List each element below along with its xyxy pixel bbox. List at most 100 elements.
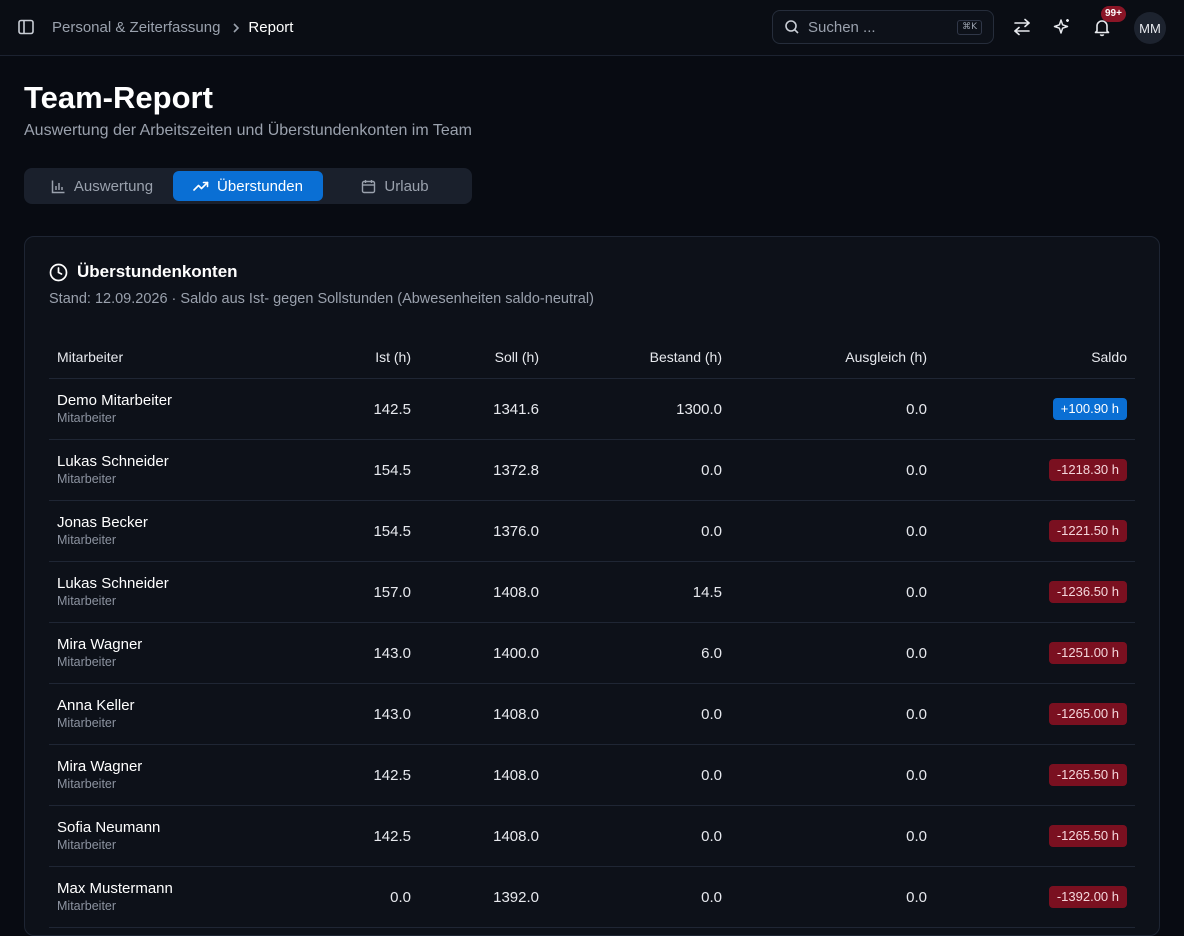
soll-cell: 1408.0 bbox=[411, 805, 539, 867]
soll-cell: 1341.6 bbox=[411, 378, 539, 440]
table-header-row: Mitarbeiter Ist (h) Soll (h) Bestand (h)… bbox=[49, 335, 1135, 379]
page-subtitle: Auswertung der Arbeitszeiten und Überstu… bbox=[24, 122, 472, 139]
saldo-cell: +100.90 h bbox=[927, 378, 1135, 440]
saldo-badge: -1265.50 h bbox=[1048, 825, 1127, 847]
table-row[interactable]: Anna Keller Mitarbeiter 143.0 1408.0 0.0 0.0-… bbox=[49, 683, 1135, 745]
saldo-cell: -1236.50 h bbox=[927, 561, 1135, 623]
table-row[interactable]: Mira Wagner Mitarbeiter 143.0 1400.0 6.0 0.0 -… bbox=[49, 622, 1135, 684]
employee-role: Mitarbeiter bbox=[57, 594, 117, 608]
table-row[interactable]: Mira Wagner Mitarbeiter 142.5 1408.0 0.0 0.0-… bbox=[49, 744, 1135, 806]
ausgleich-cell: 0.0 bbox=[722, 622, 927, 684]
column-header-name[interactable]: Mitarbeiter bbox=[49, 335, 279, 379]
employee-cell: Mira Wagner Mitarbeiter bbox=[49, 622, 279, 684]
column-header-bestand[interactable]: Bestand (h) bbox=[539, 335, 722, 379]
employee-role: Mitarbeiter bbox=[57, 899, 117, 913]
column-header-saldo[interactable]: Saldo bbox=[927, 335, 1135, 379]
chevron-right-icon bbox=[232, 22, 240, 34]
employee-name: Demo Mitarbeiter bbox=[57, 392, 173, 409]
breadcrumb: Personal & Zeiterfassung Report bbox=[52, 19, 293, 36]
bestand-cell: 0.0 bbox=[539, 805, 722, 867]
soll-cell: 1408.0 bbox=[411, 683, 539, 745]
ausgleich-cell: 0.0 bbox=[722, 561, 927, 623]
employee-name: Mira Wagner bbox=[57, 636, 143, 653]
employee-cell: Max Mustermann Mitarbeiter bbox=[49, 866, 279, 928]
column-header-soll[interactable]: Soll (h) bbox=[411, 335, 539, 379]
card-title-text: Überstundenkonten bbox=[77, 262, 238, 281]
employee-role: Mitarbeiter bbox=[57, 472, 117, 486]
search-box[interactable]: ⌘K bbox=[772, 10, 994, 44]
tab-label: Urlaub bbox=[384, 177, 429, 195]
swap-arrows-icon[interactable] bbox=[1012, 17, 1032, 37]
employee-role: Mitarbeiter bbox=[57, 838, 117, 852]
saldo-badge: -1236.50 h bbox=[1048, 581, 1127, 603]
tab-auswertung[interactable]: Auswertung bbox=[27, 171, 177, 201]
page-title: Team-Report bbox=[24, 80, 213, 115]
ausgleich-cell: 0.0 bbox=[722, 744, 927, 806]
ausgleich-cell: 0.0 bbox=[722, 683, 927, 745]
employee-role: Mitarbeiter bbox=[57, 411, 117, 425]
employee-name: Max Mustermann bbox=[57, 880, 173, 897]
search-icon bbox=[784, 19, 800, 35]
breadcrumb-parent-link[interactable]: Personal & Zeiterfassung bbox=[52, 19, 221, 36]
employee-cell: Demo Mitarbeiter Mitarbeiter bbox=[49, 378, 279, 440]
bestand-cell: 0.0 bbox=[539, 500, 722, 562]
employee-role: Mitarbeiter bbox=[57, 716, 117, 730]
employee-role: Mitarbeiter bbox=[57, 533, 117, 547]
employee-cell: Sofia Neumann Mitarbeiter bbox=[49, 805, 279, 867]
bestand-cell: 0.0 bbox=[539, 744, 722, 806]
bestand-cell: 14.5 bbox=[539, 561, 722, 623]
saldo-badge: +100.90 h bbox=[1052, 398, 1127, 420]
soll-cell: 1408.0 bbox=[411, 561, 539, 623]
table-row[interactable]: Demo Mitarbeiter Mitarbeiter 142.5 1341.6 13… bbox=[49, 378, 1135, 440]
table-row[interactable]: Sofia Neumann Mitarbeiter 142.5 1408.0 0.0 0.… bbox=[49, 805, 1135, 867]
bell-icon[interactable] bbox=[1092, 17, 1112, 37]
employee-name: Mira Wagner bbox=[57, 758, 143, 775]
employee-cell: Lukas Schneider Mitarbeiter bbox=[49, 561, 279, 623]
trending-up-icon bbox=[193, 181, 209, 191]
soll-cell: 1408.0 bbox=[411, 744, 539, 806]
column-header-ausgleich[interactable]: Ausgleich (h) bbox=[722, 335, 927, 379]
table-row[interactable]: Lukas Schneider Mitarbeiter 157.0 1408.0 14.… bbox=[49, 561, 1135, 623]
search-input[interactable] bbox=[808, 18, 948, 36]
saldo-badge: -1221.50 h bbox=[1048, 520, 1127, 542]
employee-name: Lukas Schneider bbox=[57, 575, 169, 592]
employee-cell: Mira Wagner Mitarbeiter bbox=[49, 744, 279, 806]
ist-cell: 142.5 bbox=[279, 805, 411, 867]
calendar-icon bbox=[362, 179, 376, 193]
ausgleich-cell: 0.0 bbox=[722, 500, 927, 562]
soll-cell: 1400.0 bbox=[411, 622, 539, 684]
column-header-ist[interactable]: Ist (h) bbox=[279, 335, 411, 379]
avatar[interactable]: MM bbox=[1134, 12, 1166, 44]
table-row[interactable]: Jonas Becker Mitarbeiter 154.5 1376.0 0.0 0.0… bbox=[49, 500, 1135, 562]
employee-name: Sofia Neumann bbox=[57, 819, 161, 836]
tab-ueberstunden[interactable]: Überstunden bbox=[173, 171, 323, 201]
saldo-badge: -1218.30 h bbox=[1048, 459, 1127, 481]
ausgleich-cell: 0.0 bbox=[722, 378, 927, 440]
soll-cell: 1372.8 bbox=[411, 439, 539, 501]
soll-cell: 1376.0 bbox=[411, 500, 539, 562]
saldo-cell: -1392.00 h bbox=[927, 866, 1135, 928]
saldo-badge: -1251.00 h bbox=[1048, 642, 1127, 664]
bestand-cell: 0.0 bbox=[539, 439, 722, 501]
overtime-table: Mitarbeiter Ist (h) Soll (h) Bestand (h)… bbox=[49, 335, 1135, 928]
saldo-badge: -1265.50 h bbox=[1048, 764, 1127, 786]
tab-label: Auswertung bbox=[73, 177, 154, 195]
ist-cell: 154.5 bbox=[279, 439, 411, 501]
notification-count-badge: 99+ bbox=[1101, 6, 1126, 22]
ausgleich-cell: 0.0 bbox=[722, 866, 927, 928]
saldo-badge: -1265.00 h bbox=[1048, 703, 1127, 725]
saldo-badge: -1392.00 h bbox=[1048, 886, 1127, 908]
ist-cell: 143.0 bbox=[279, 683, 411, 745]
ist-cell: 143.0 bbox=[279, 622, 411, 684]
ist-cell: 142.5 bbox=[279, 378, 411, 440]
bestand-cell: 0.0 bbox=[539, 866, 722, 928]
tab-label: Überstunden bbox=[217, 177, 303, 195]
ausgleich-cell: 0.0 bbox=[722, 439, 927, 501]
tab-urlaub[interactable]: Urlaub bbox=[320, 171, 470, 201]
sidebar-toggle-icon[interactable] bbox=[17, 18, 35, 36]
table-row[interactable]: Max Mustermann Mitarbeiter 0.0 1392.0 0.0 0.0… bbox=[49, 866, 1135, 928]
sparkles-icon[interactable] bbox=[1052, 17, 1072, 37]
employee-name: Anna Keller bbox=[57, 697, 135, 714]
table-row[interactable]: Lukas Schneider Mitarbeiter 154.5 1372.8 0.0… bbox=[49, 439, 1135, 501]
top-bar: Personal & Zeiterfassung Report ⌘K bbox=[0, 0, 1184, 56]
